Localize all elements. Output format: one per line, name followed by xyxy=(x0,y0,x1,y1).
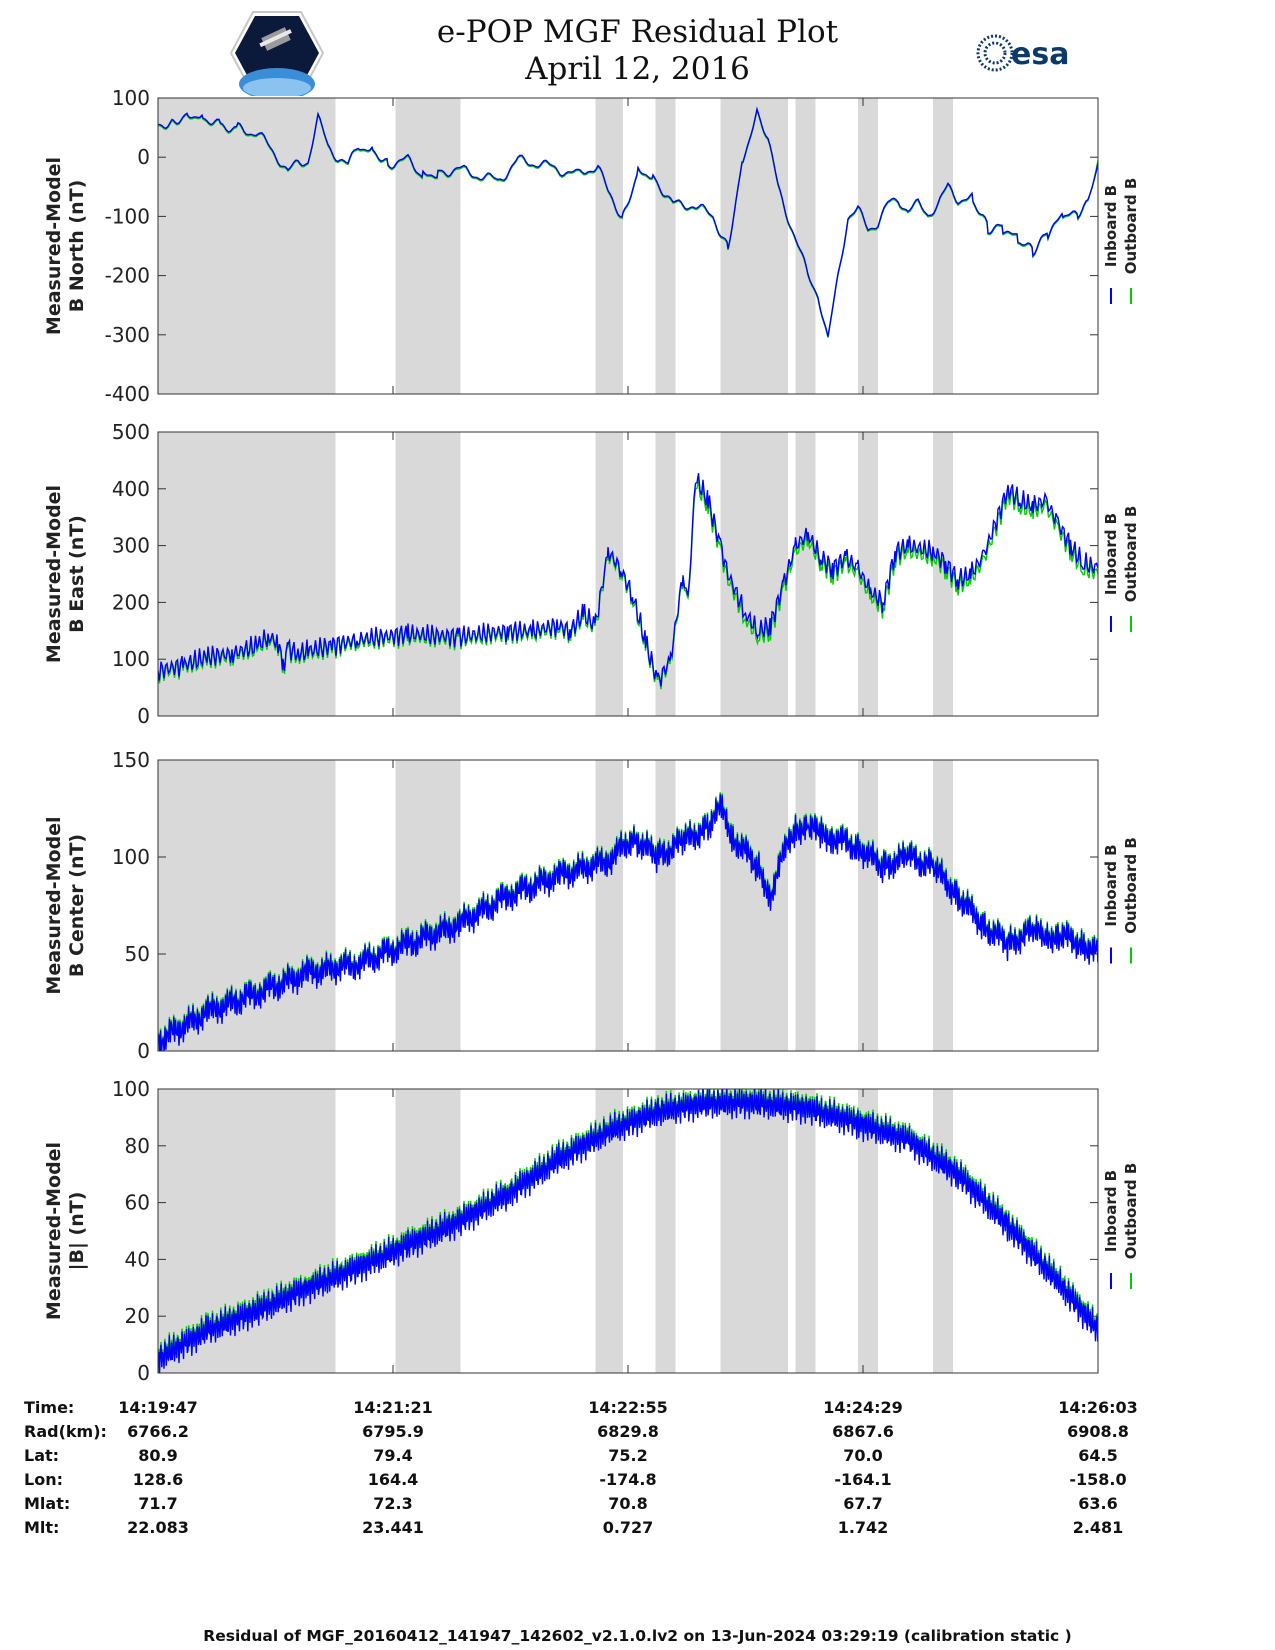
y-tick-label: 20 xyxy=(125,1304,150,1328)
shaded-interval xyxy=(795,432,816,716)
panel-b-total: 0 20 40 60 80 100 Measured-Model |B| (nT) Inboar… xyxy=(43,1077,1140,1385)
panel-b-east: 0 100 200 300 400 500 Measured-Model B East (nT… xyxy=(43,420,1140,728)
shaded-interval xyxy=(858,432,878,716)
y-tick-label: 0 xyxy=(137,704,150,728)
y-tick-label: -400 xyxy=(105,382,150,406)
y-tick-label: 150 xyxy=(112,748,150,772)
shaded-interval xyxy=(655,760,676,1051)
shaded-interval xyxy=(858,98,878,394)
y-tick-label: 50 xyxy=(125,942,150,966)
shaded-interval xyxy=(158,1089,336,1373)
shaded-interval xyxy=(595,760,623,1051)
shaded-interval xyxy=(395,98,461,394)
y-axis-label: Measured-Model xyxy=(43,816,65,994)
plot-title: e-POP MGF Residual Plot April 12, 2016 xyxy=(0,14,1275,88)
y-axis-label: Measured-Model xyxy=(43,485,65,663)
shaded-interval xyxy=(795,1089,816,1373)
y-tick-label: 200 xyxy=(112,590,150,614)
y-tick-label: 60 xyxy=(125,1191,150,1215)
y-axis-label: B Center (nT) xyxy=(66,834,88,977)
y-tick-label: 100 xyxy=(112,845,150,869)
y-tick-label: 300 xyxy=(112,534,150,558)
date-line: April 12, 2016 xyxy=(525,51,750,87)
y-tick-label: -200 xyxy=(105,264,150,288)
y-axis-label: B North (nT) xyxy=(66,180,88,313)
y-tick-label: 400 xyxy=(112,477,150,501)
shaded-interval xyxy=(933,98,953,394)
shaded-interval xyxy=(858,1089,878,1373)
y-tick-label: 80 xyxy=(125,1134,150,1158)
shaded-interval xyxy=(858,760,878,1051)
shaded-interval xyxy=(595,98,623,394)
shaded-interval xyxy=(655,432,676,716)
y-axis-label: Measured-Model xyxy=(43,157,65,335)
series-inboard-line xyxy=(158,473,1098,687)
legend-outboard-label: Outboard B xyxy=(1122,506,1140,603)
shaded-interval xyxy=(795,760,816,1051)
legend-inboard-label: Inboard B xyxy=(1102,844,1120,926)
y-tick-label: 0 xyxy=(137,145,150,169)
shaded-interval xyxy=(720,1089,788,1373)
series-inboard-line xyxy=(158,794,1098,1051)
shaded-interval xyxy=(720,760,788,1051)
legend-inboard-label: Inboard B xyxy=(1102,513,1120,595)
shaded-interval xyxy=(933,432,953,716)
panel-b-north: -400 -300 -200 -100 0 100 Measured-Model B Nort… xyxy=(43,86,1140,406)
y-tick-label: 100 xyxy=(112,647,150,671)
shaded-interval xyxy=(655,1089,676,1373)
shaded-interval xyxy=(655,98,676,394)
shaded-interval xyxy=(158,760,336,1051)
shaded-interval xyxy=(158,98,336,394)
legend-inboard-label: Inboard B xyxy=(1102,1170,1120,1252)
shaded-interval xyxy=(720,432,788,716)
y-tick-label: -300 xyxy=(105,323,150,347)
y-tick-label: 0 xyxy=(137,1361,150,1385)
shaded-interval xyxy=(395,432,461,716)
shaded-interval xyxy=(158,432,336,716)
shaded-interval xyxy=(795,98,816,394)
y-axis-label: |B| (nT) xyxy=(66,1192,88,1271)
legend-outboard-label: Outboard B xyxy=(1122,178,1140,275)
shaded-interval xyxy=(395,760,461,1051)
cassiope-satellite-logo xyxy=(229,11,325,96)
shaded-interval xyxy=(720,98,788,394)
shaded-interval xyxy=(933,760,953,1051)
footer-caption: Residual of MGF_20160412_141947_142602_v… xyxy=(203,1627,1072,1645)
y-tick-label: 100 xyxy=(112,1077,150,1101)
y-tick-label: 0 xyxy=(137,1039,150,1063)
esa-logo-text: esa xyxy=(1011,37,1069,72)
esa-logo: esa xyxy=(976,34,1069,72)
panel-b-center: 0 50 100 150 Measured-Model B Center (nT) Inbo… xyxy=(43,748,1140,1063)
shaded-interval xyxy=(933,1089,953,1373)
y-tick-label: -100 xyxy=(105,204,150,228)
shaded-interval xyxy=(595,432,623,716)
series-inboard-line xyxy=(158,1089,1098,1373)
series-inboard-line xyxy=(158,106,1098,337)
y-axis-label: Measured-Model xyxy=(43,1142,65,1320)
y-tick-label: 100 xyxy=(112,86,150,110)
y-tick-label: 500 xyxy=(112,420,150,444)
y-tick-label: 40 xyxy=(125,1247,150,1271)
legend-outboard-label: Outboard B xyxy=(1122,1163,1140,1260)
legend-outboard-label: Outboard B xyxy=(1122,837,1140,934)
y-axis-label: B East (nT) xyxy=(66,515,88,633)
title-line: e-POP MGF Residual Plot xyxy=(436,14,839,50)
legend-inboard-label: Inboard B xyxy=(1102,185,1120,267)
